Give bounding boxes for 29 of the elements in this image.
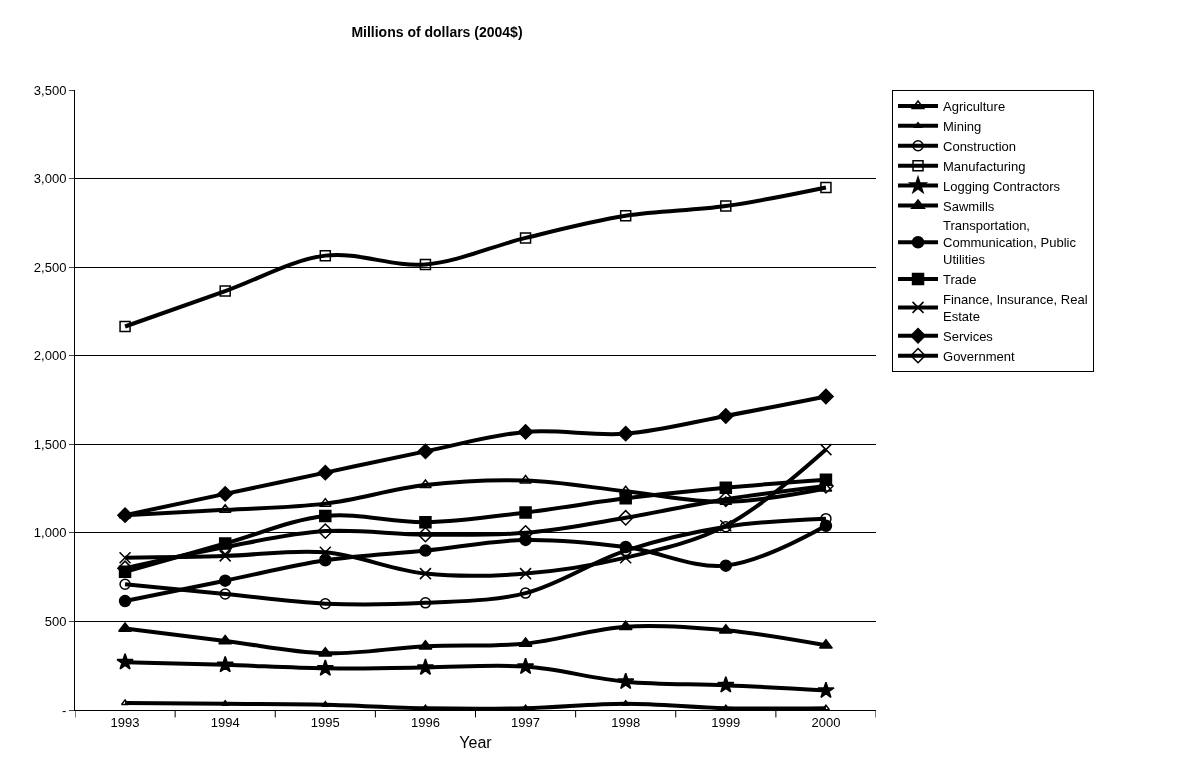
y-tick-label: 500 (44, 613, 67, 629)
y-tick-label: 1,000 (33, 525, 67, 541)
legend-label: Sawmills (943, 198, 995, 214)
legend-label: Construction (943, 138, 1016, 154)
legend-label: Trade (943, 272, 977, 288)
legend-label: Logging Contractors (943, 178, 1061, 194)
legend-label: Services (943, 328, 994, 344)
chart-title: Millions of dollars (2004$) (351, 23, 523, 40)
y-tick-label: 3,500 (33, 82, 67, 98)
legend-label: Transportation, Communication, Public Utilities (943, 218, 1077, 268)
y-tick-label: 2,000 (33, 348, 67, 364)
legend-label: Government (943, 348, 1015, 364)
x-tick-label: 2000 (811, 714, 841, 730)
x-tick-label: 1996 (410, 714, 440, 730)
y-tick-label: 2,500 (33, 259, 67, 275)
legend-label: Agriculture (943, 99, 1006, 115)
legend-label: Finance, Insurance, Real Estate (943, 292, 1088, 324)
y-tick-label: 1,500 (33, 436, 67, 452)
legend-label: Mining (943, 118, 982, 134)
x-tick-label: 1994 (210, 714, 240, 730)
x-tick-label: 1993 (110, 714, 140, 730)
x-tick-label: 1995 (310, 714, 340, 730)
x-tick-label: 1997 (511, 714, 541, 730)
legend-label: Manufacturing (943, 158, 1026, 174)
x-tick-label: 1999 (711, 714, 741, 730)
y-tick-label: - (62, 702, 67, 718)
x-axis-title: Year (459, 734, 493, 752)
x-tick-label: 1998 (611, 714, 641, 730)
y-tick-label: 3,000 (33, 171, 67, 187)
